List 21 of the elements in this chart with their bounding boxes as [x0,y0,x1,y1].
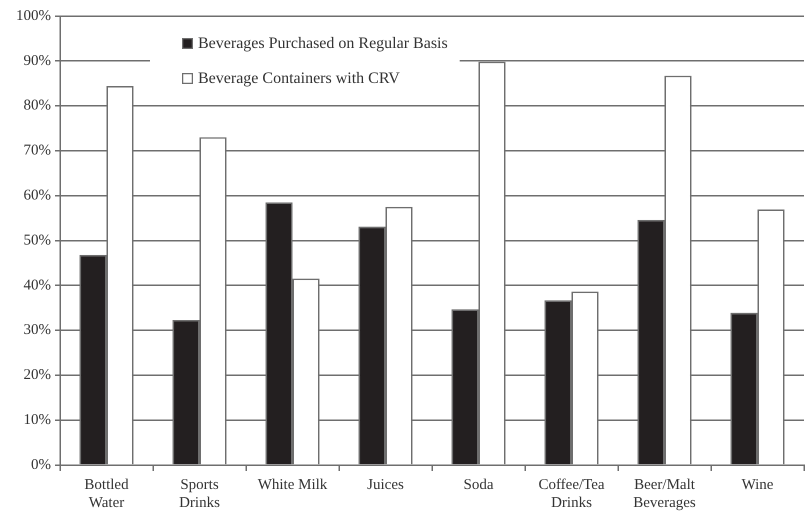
y-tick-label: 90% [24,52,51,69]
legend-label: Beverage Containers with CRV [198,70,400,88]
y-tick-label: 50% [24,232,51,248]
x-tick-label: Juices [367,476,404,493]
y-tick-label: 100% [16,8,51,24]
x-tick-label: White Milk [258,476,328,493]
y-tick-label: 40% [24,277,51,294]
x-tick-label: Wine [742,476,774,493]
y-tick-label: 30% [24,322,51,338]
y-tick-label: 0% [31,456,51,473]
x-tick-label: Bottled Water [84,476,130,511]
y-tick-label: 80% [24,98,51,114]
x-tick-label: Soda [464,476,494,493]
y-tick-label: 70% [24,142,51,159]
x-tick-label: Coffee/Tea Drinks [538,476,605,511]
y-tick-label: 60% [24,188,51,204]
x-tick-label: Beer/Malt Beverages [633,476,696,511]
x-tick-label: Sports Drinks [179,476,220,511]
y-tick-label: 10% [24,412,51,428]
y-tick-label: 20% [24,367,51,384]
legend-label: Beverages Purchased on Regular Basis [198,35,448,52]
